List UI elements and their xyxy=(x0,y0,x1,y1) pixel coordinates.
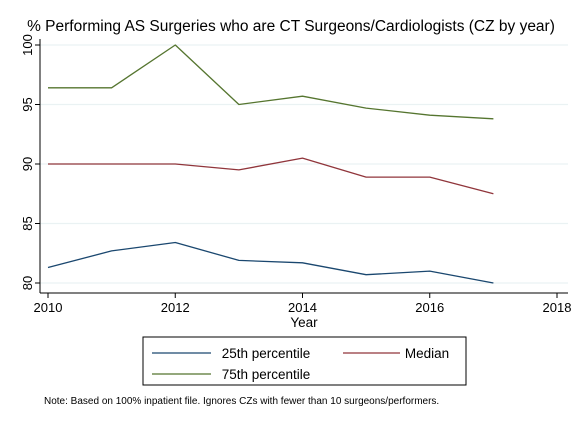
legend-label-3: 75th percentile xyxy=(222,367,311,382)
legend-box xyxy=(142,336,467,386)
series-lines xyxy=(47,44,494,284)
axes: 80 85 90 95 100 2010 2012 2014 2016 2018 xyxy=(20,34,571,315)
series-line-1 xyxy=(47,241,494,284)
y-tick-label: 95 xyxy=(20,97,35,111)
x-tick-label: 2010 xyxy=(34,300,63,315)
x-tick-label: 2016 xyxy=(415,300,444,315)
series-line-2 xyxy=(48,157,494,195)
chart-note: Note: Based on 100% inpatient file. Igno… xyxy=(44,396,439,407)
y-tick-label: 100 xyxy=(20,34,35,56)
x-axis-title: Year xyxy=(290,315,318,330)
legend-label-1: 25th percentile xyxy=(222,346,311,361)
y-tick-label: 85 xyxy=(20,216,35,230)
x-tick-label: 2018 xyxy=(543,300,572,315)
x-tick-label: 2014 xyxy=(288,300,317,315)
legend-label-2: Median xyxy=(405,346,449,361)
chart-title: % Performing AS Surgeries who are CT Sur… xyxy=(27,18,555,35)
series-line-3 xyxy=(48,44,494,120)
legend: 25th percentile Median 75th percentile xyxy=(142,336,467,386)
y-tick-label: 80 xyxy=(20,276,35,290)
x-tick-label: 2012 xyxy=(161,300,190,315)
y-tick-label: 90 xyxy=(20,157,35,171)
